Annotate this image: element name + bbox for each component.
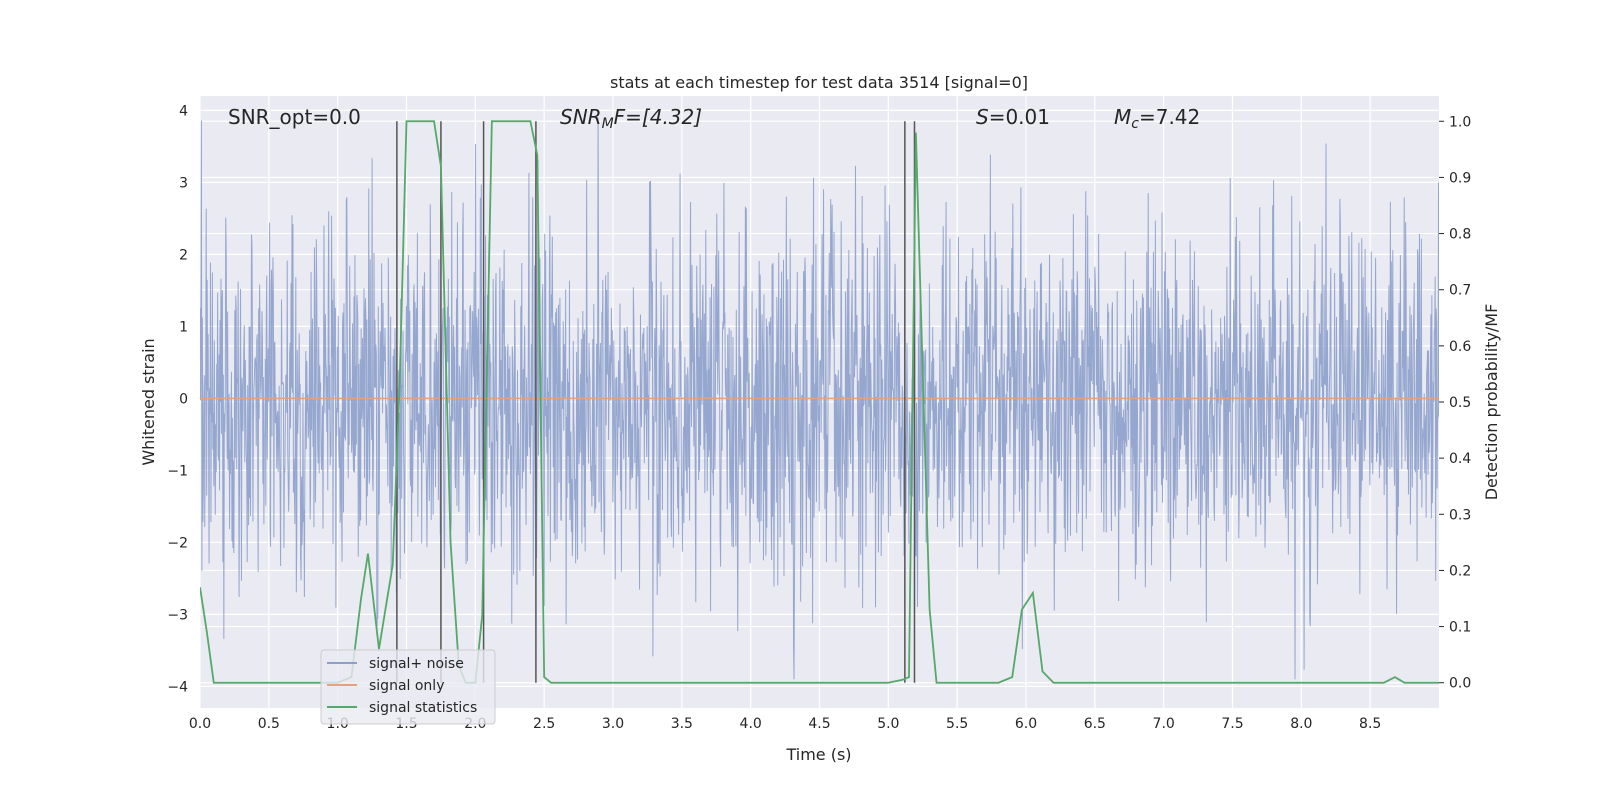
x-tick-label: 4.0 bbox=[740, 716, 762, 732]
x-tick-label: 3.5 bbox=[671, 716, 693, 732]
y2-tick-label: 0.2 bbox=[1449, 563, 1471, 579]
y-axis-label: Whitened strain bbox=[139, 338, 158, 465]
y-tick-label: −1 bbox=[167, 463, 188, 479]
x-tick-label: 0.0 bbox=[189, 716, 211, 732]
x-tick-label: 6.5 bbox=[1084, 716, 1106, 732]
y-tick-label: 1 bbox=[179, 319, 188, 335]
y2-tick-label: 0.4 bbox=[1449, 451, 1471, 467]
x-tick-label: 8.5 bbox=[1359, 716, 1381, 732]
series-signal-statistics bbox=[200, 120, 1439, 684]
legend-label-signal-noise: signal+ noise bbox=[369, 656, 464, 672]
y2-tick-label: 0.5 bbox=[1449, 395, 1471, 411]
x-tick-label: 0.5 bbox=[258, 716, 280, 732]
y-axis-ticks: 4 3 2 1 0 −1 −2 −3 −4 bbox=[167, 103, 188, 695]
annotation-s: S=0.01 bbox=[976, 105, 1050, 129]
x-tick-label: 4.5 bbox=[808, 716, 830, 732]
y-tick-label: 3 bbox=[179, 175, 188, 191]
y-tick-label: −2 bbox=[167, 535, 188, 551]
chart-title: stats at each timestep for test data 351… bbox=[610, 73, 1028, 92]
x-tick-label: 7.5 bbox=[1221, 716, 1243, 732]
legend-label-signal-statistics: signal statistics bbox=[369, 700, 477, 716]
legend-label-signal-only: signal only bbox=[369, 678, 444, 694]
y-tick-label: 0 bbox=[179, 391, 188, 407]
y2-tick-label: 0.0 bbox=[1449, 676, 1471, 692]
y2-tick-label: 0.1 bbox=[1449, 620, 1471, 636]
legend-box bbox=[320, 649, 496, 725]
y2-tick-label: 0.9 bbox=[1449, 170, 1471, 186]
vertical-markers bbox=[396, 121, 916, 683]
y-tick-label: 2 bbox=[179, 247, 188, 263]
x-tick-label: 8.0 bbox=[1290, 716, 1312, 732]
y2-tick-label: 1.0 bbox=[1449, 114, 1471, 130]
annotation-snr-mf: SNRMF=[4.32] bbox=[560, 105, 702, 132]
y2-tick-label: 0.8 bbox=[1449, 227, 1471, 243]
y2-axis-ticks: 1.0 0.9 0.8 0.7 0.6 0.5 0.4 0.3 0.2 0.1 0.0 bbox=[1439, 114, 1471, 692]
x-tick-label: 2.5 bbox=[533, 716, 555, 732]
y-tick-label: −3 bbox=[167, 607, 188, 623]
x-tick-label: 7.0 bbox=[1153, 716, 1175, 732]
y2-tick-label: 0.6 bbox=[1449, 339, 1471, 355]
y2-tick-label: 0.7 bbox=[1449, 283, 1471, 299]
legend: signal+ noise signal only signal statist… bbox=[320, 649, 496, 725]
series-signal-noise bbox=[200, 117, 1439, 680]
x-tick-label: 6.0 bbox=[1015, 716, 1037, 732]
y-tick-label: −4 bbox=[167, 679, 188, 695]
x-tick-label: 3.0 bbox=[602, 716, 624, 732]
x-tick-label: 5.0 bbox=[877, 716, 899, 732]
annotation-mc: Mc=7.42 bbox=[1114, 105, 1200, 132]
annotation-snr-opt: SNR_opt=0.0 bbox=[228, 105, 361, 129]
y2-axis-label: Detection probability/MF bbox=[1482, 304, 1501, 501]
x-tick-label: 5.5 bbox=[946, 716, 968, 732]
x-axis-label: Time (s) bbox=[785, 745, 851, 764]
y2-tick-label: 0.3 bbox=[1449, 507, 1471, 523]
y-tick-label: 4 bbox=[179, 103, 188, 119]
